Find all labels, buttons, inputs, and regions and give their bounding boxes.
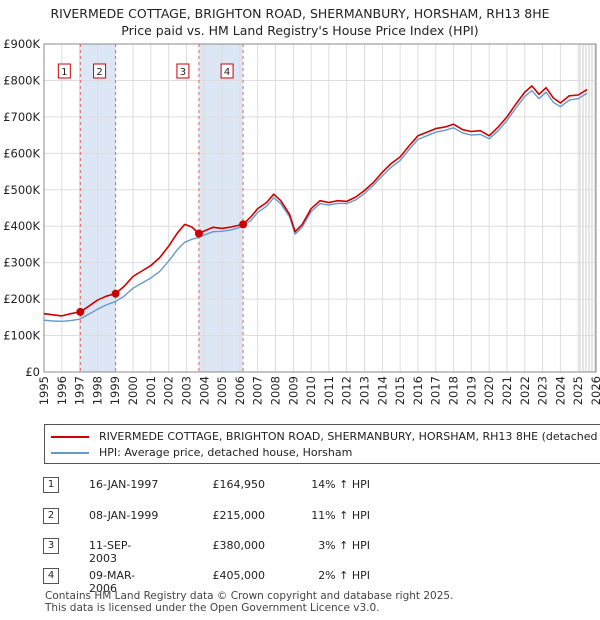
x-tick-label: 1995 [37,376,51,405]
chart-legend: RIVERMEDE COTTAGE, BRIGHTON ROAD, SHERMA… [44,424,600,464]
y-tick-label: £700K [3,110,40,124]
plot-area [44,44,596,372]
x-tick-label: 1996 [55,376,69,405]
x-tick-label: 2018 [447,376,461,405]
legend-item-property: RIVERMEDE COTTAGE, BRIGHTON ROAD, SHERMA… [51,430,599,444]
x-tick-label: 2004 [197,376,211,405]
x-tick-label: 2025 [571,376,585,405]
legend-line-property [51,436,89,438]
x-tick-label: 2017 [429,376,443,405]
x-tick-label: 2001 [144,376,158,405]
x-tick-label: 2000 [126,376,140,405]
x-tick-label: 2016 [411,376,425,405]
transaction-price: £164,950 [212,478,266,491]
y-tick-label: £100K [3,329,40,343]
legend-item-hpi: HPI: Average price, detached house, Hors… [51,446,599,460]
hpi-line [43,89,588,322]
transaction-price: £215,000 [212,509,266,522]
transaction-date: 11-SEP-2003 [89,539,132,565]
transaction-marker-label: 3 [180,67,186,78]
y-tick-label: £300K [3,256,40,270]
legend-label-property: RIVERMEDE COTTAGE, BRIGHTON ROAD, SHERMA… [99,430,599,443]
legend-line-hpi [51,452,89,454]
transaction-number: 1 [43,477,59,493]
x-tick-label: 2014 [375,376,389,405]
x-tick-label: 2012 [340,376,354,405]
x-tick-label: 2011 [322,376,336,405]
chart-title-line2: Price paid vs. HM Land Registry's House … [121,23,479,38]
x-tick-label: 1999 [108,376,122,405]
x-tick-label: 2005 [215,376,229,405]
x-tick-label: 2023 [536,376,550,405]
footer-licence: This data is licensed under the Open Gov… [45,602,380,614]
transaction-date: 09-MAR-2006 [89,569,136,595]
x-tick-label: 2026 [589,376,600,405]
x-tick-label: 1997 [73,376,87,405]
x-tick-label: 2019 [464,376,478,405]
transaction-marker-box [93,63,107,79]
chart-title-line1: RIVERMEDE COTTAGE, BRIGHTON ROAD, SHERMA… [50,6,550,21]
transaction-marker-label: 2 [96,67,102,78]
transaction-point [239,220,248,229]
transaction-number: 3 [43,538,59,554]
transaction-marker-box [176,63,190,79]
y-tick-label: £0 [25,365,40,379]
x-tick-label: 2007 [251,376,265,405]
x-tick-label: 2010 [304,376,318,405]
ownership-shade [198,44,244,372]
transaction-hpi-diff: 3% ↑ HPI [318,539,370,552]
y-tick-label: £600K [3,146,40,160]
x-tick-label: 2024 [553,376,567,405]
y-tick-label: £800K [3,73,40,87]
transaction-marker-box [57,63,71,79]
x-tick-label: 2020 [482,376,496,405]
transaction-marker-label: 4 [224,67,230,78]
property-price-line [43,85,588,317]
plot-border [43,43,597,373]
y-tick-label: £400K [3,219,40,233]
transaction-number: 4 [43,568,59,584]
y-tick-label: £900K [3,37,40,51]
y-tick-label: £200K [3,292,40,306]
x-tick-label: 2003 [179,376,193,405]
x-tick-label: 2002 [162,376,176,405]
transaction-marker-box [220,63,234,79]
x-tick-label: 2015 [393,376,407,405]
x-tick-label: 2009 [286,376,300,405]
x-tick-label: 2008 [268,376,282,405]
transaction-price: £380,000 [212,539,266,552]
ownership-shade [80,44,116,372]
y-tick-label: £500K [3,183,40,197]
transaction-hpi-diff: 14% ↑ HPI [311,478,370,491]
footer-copyright: Contains HM Land Registry data © Crown c… [45,590,454,602]
transaction-hpi-diff: 2% ↑ HPI [318,569,370,582]
transaction-date: 08-JAN-1999 [89,509,159,522]
transaction-hpi-diff: 11% ↑ HPI [311,509,370,522]
x-tick-label: 1998 [90,376,104,405]
x-tick-label: 2006 [233,376,247,405]
transaction-price: £405,000 [212,569,266,582]
transaction-point [194,229,203,238]
x-tick-label: 2022 [518,376,532,405]
transaction-point [76,307,85,316]
transaction-point [111,289,120,298]
x-tick-label: 2013 [358,376,372,405]
legend-label-hpi: HPI: Average price, detached house, Hors… [99,446,353,459]
transaction-date: 16-JAN-1997 [89,478,159,491]
price-chart: £0 £100K £200K £300K £400K £500K £600K £700K £80… [3,37,600,405]
x-tick-label: 2021 [500,376,514,405]
transaction-number: 2 [43,508,59,524]
transaction-marker-label: 1 [61,67,67,78]
